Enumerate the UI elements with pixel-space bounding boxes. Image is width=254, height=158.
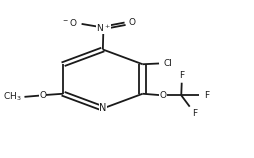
Text: N$^+$: N$^+$ [96,22,111,34]
Text: O: O [39,91,46,100]
Text: F: F [204,91,209,100]
Text: CH$_3$: CH$_3$ [3,91,22,103]
Text: O: O [128,18,135,27]
Text: F: F [179,71,184,80]
Text: O: O [160,91,167,100]
Text: $^-$O: $^-$O [61,17,77,28]
Text: N: N [99,103,106,113]
Text: F: F [192,109,197,118]
Text: Cl: Cl [163,59,172,68]
